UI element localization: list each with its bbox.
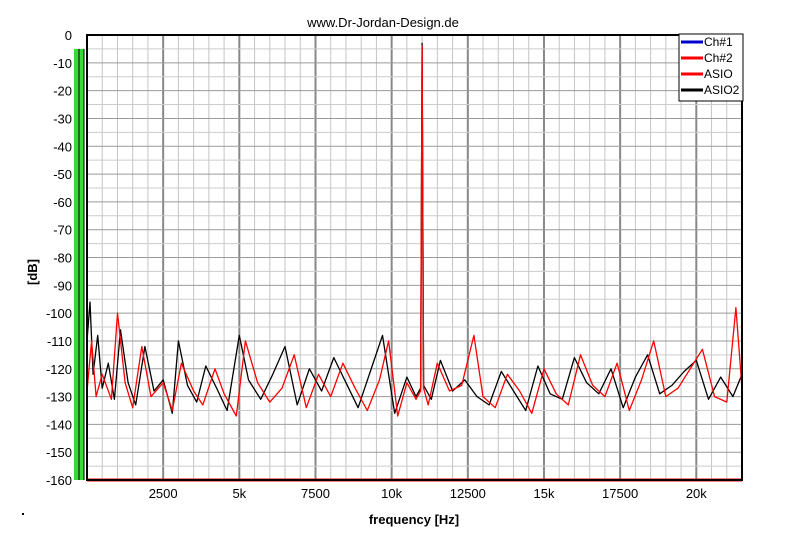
x-tick-label: 2500 — [149, 486, 178, 501]
series-line-asio2 — [86, 42, 743, 414]
corner-dot — [22, 513, 24, 515]
y-tick-label: -110 — [47, 334, 72, 349]
legend-label: Ch#1 — [704, 35, 733, 49]
grid-lines — [87, 35, 742, 480]
x-tick-label: 12500 — [450, 486, 486, 501]
legend-label: ASIO — [704, 67, 733, 81]
chart-title: www.Dr-Jordan-Design.de — [306, 15, 459, 30]
y-tick-label: -20 — [53, 84, 72, 99]
y-tick-label: -70 — [53, 223, 72, 238]
x-tick-label: 10k — [381, 486, 402, 501]
y-tick-label: -30 — [53, 111, 72, 126]
x-tick-label: 5k — [232, 486, 246, 501]
y-tick-label: -80 — [53, 251, 72, 266]
legend: Ch#1 Ch#2 ASIO ASIO2 — [678, 33, 744, 102]
x-tick-labels: 2500 5k 7500 10k 12500 15k 17500 20k — [149, 486, 708, 501]
y-axis-label: [dB] — [25, 259, 40, 285]
y-tick-labels: 0 -10 -20 -30 -40 -50 -60 -70 -80 -90 -100 -110 -120… — [46, 28, 72, 488]
y-tick-label: -40 — [53, 139, 72, 154]
level-meter — [74, 48, 85, 480]
y-tick-label: -100 — [46, 306, 72, 321]
y-tick-label: -50 — [53, 167, 72, 182]
y-tick-label: -160 — [46, 473, 72, 488]
series-lines — [86, 42, 743, 482]
legend-label: ASIO2 — [704, 83, 740, 97]
x-tick-label: 15k — [533, 486, 554, 501]
y-tick-label: -120 — [46, 362, 72, 377]
y-tick-label: -90 — [53, 278, 72, 293]
x-tick-label: 20k — [686, 486, 707, 501]
y-tick-label: -140 — [46, 417, 72, 432]
y-tick-label: -130 — [46, 390, 72, 405]
x-tick-label: 7500 — [301, 486, 330, 501]
plot-frame — [86, 34, 743, 481]
y-tick-label: -150 — [46, 445, 72, 460]
x-axis-label: frequency [Hz] — [369, 512, 459, 527]
series-line-asio — [86, 45, 743, 417]
legend-label: Ch#2 — [704, 51, 733, 65]
x-tick-label: 17500 — [602, 486, 638, 501]
y-tick-label: 0 — [65, 28, 72, 43]
y-tick-label: -60 — [53, 195, 72, 210]
y-tick-label: -10 — [53, 56, 72, 71]
